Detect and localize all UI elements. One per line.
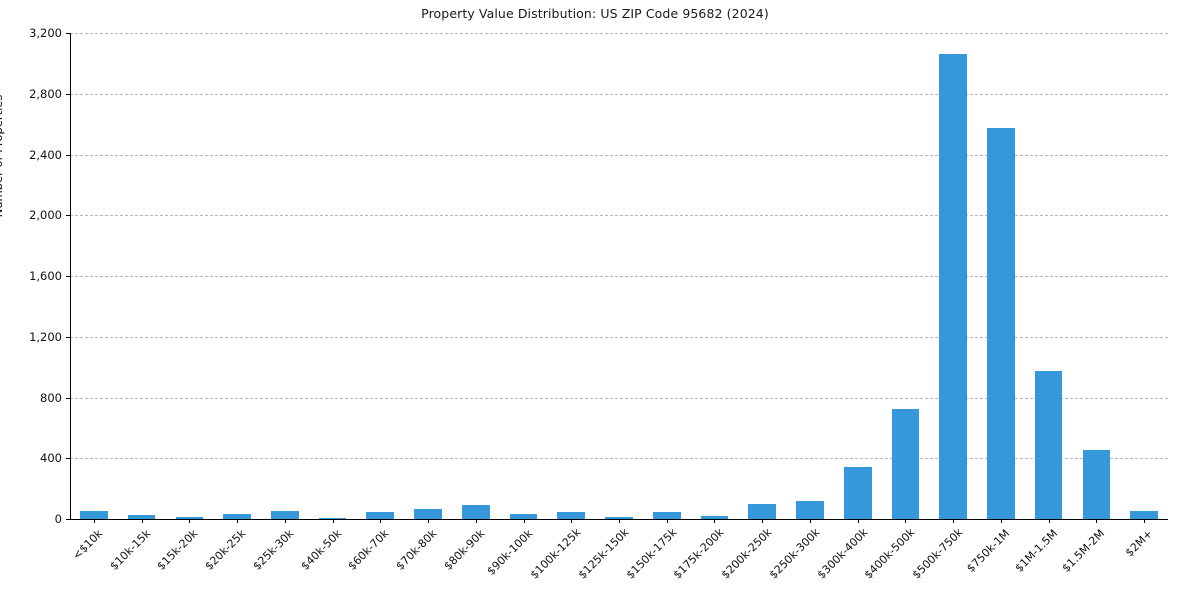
x-tick-label: $200k-250k [718, 525, 775, 582]
x-tick-label: $1M-1.5M [1012, 527, 1060, 575]
y-tick-mark [66, 519, 70, 520]
y-axis-line [70, 33, 71, 519]
x-tick-label: $750k-1M [964, 527, 1013, 575]
x-tick-mark [1000, 519, 1002, 523]
bar [80, 510, 108, 519]
bar [318, 517, 347, 519]
y-tick-label: 800 [40, 390, 62, 405]
bar [1082, 449, 1111, 519]
bar [127, 515, 156, 519]
bar [843, 466, 872, 519]
y-tick-mark [66, 336, 70, 338]
x-tick-mark [714, 519, 716, 523]
y-tick-label: 2,000 [29, 208, 62, 223]
x-tick-mark [1048, 519, 1050, 523]
bar [987, 128, 1015, 519]
x-tick-label: $150k-175k [623, 525, 680, 582]
x-tick-label: $15k-20k [154, 527, 201, 573]
bar [939, 53, 968, 519]
y-tick-label: 2,400 [29, 147, 62, 162]
y-tick-label: 1,600 [29, 269, 62, 283]
x-tick-label: $400k-500k [862, 525, 918, 582]
bar [891, 409, 920, 519]
bar [700, 515, 729, 519]
x-tick-label: $125k-150k [575, 525, 632, 582]
bar [1130, 510, 1158, 519]
bar [652, 512, 681, 519]
bar [461, 505, 490, 519]
y-tick-label: 2,800 [29, 86, 62, 101]
x-tick-label: $90k-100k [484, 527, 535, 578]
x-tick-mark [953, 519, 955, 523]
y-tick-label: 3,200 [29, 26, 62, 40]
x-tick-mark [619, 519, 620, 523]
x-tick-label: $10k-15k [107, 527, 153, 573]
x-tick-mark [666, 519, 668, 523]
x-tick-label: $70k-80k [393, 527, 440, 573]
chart-title: Property Value Distribution: US ZIP Code… [421, 6, 769, 21]
x-tick-label: $175k-200k [671, 525, 727, 582]
bar [748, 503, 777, 519]
y-tick-mark [66, 458, 70, 460]
x-tick-label: $1.5M-2M [1059, 527, 1108, 575]
x-tick-mark [475, 519, 477, 523]
x-tick-mark [762, 519, 764, 523]
y-tick-mark [66, 33, 70, 34]
x-tick-label: $25k-30k [250, 527, 297, 573]
x-tick-label: $100k-125k [527, 525, 584, 582]
bar [1034, 371, 1063, 519]
x-tick-mark [189, 519, 191, 523]
bar [557, 512, 586, 519]
bar-series [70, 33, 1168, 519]
y-tick-mark [66, 397, 70, 399]
bar [175, 517, 204, 519]
x-tick-label: <$10k [69, 527, 106, 563]
bar [366, 512, 395, 519]
x-tick-mark [523, 519, 525, 523]
x-tick-label: $2M+ [1122, 527, 1156, 560]
x-tick-mark [380, 519, 382, 523]
bar [414, 508, 442, 519]
x-tick-mark [141, 519, 143, 523]
x-tick-mark [1096, 519, 1098, 523]
x-tick-label: $60k-70k [345, 527, 392, 573]
x-tick-mark [332, 519, 334, 523]
x-tick-label: $300k-400k [814, 525, 871, 582]
y-tick-mark [66, 93, 70, 95]
y-tick-label: 0 [54, 512, 62, 526]
x-tick-mark [93, 519, 95, 523]
x-tick-label: $250k-300k [766, 525, 823, 582]
x-tick-mark [905, 519, 907, 523]
x-tick-mark [857, 519, 859, 523]
y-tick-mark [66, 215, 70, 217]
y-tick-mark [66, 276, 70, 277]
x-tick-mark [1144, 519, 1146, 523]
x-tick-mark [284, 519, 286, 523]
x-tick-label: $500k-750k [909, 525, 966, 582]
x-tick-mark [809, 519, 811, 523]
y-tick-mark [66, 154, 70, 156]
bar [270, 510, 299, 519]
x-tick-label: $20k-25k [202, 527, 249, 573]
bar [223, 514, 251, 519]
bar [509, 514, 538, 519]
plot-area [70, 33, 1168, 519]
bar [605, 517, 633, 519]
x-tick-mark [428, 519, 430, 523]
x-tick-label: $80k-90k [441, 527, 487, 573]
x-tick-mark [571, 519, 573, 523]
bar [796, 500, 824, 519]
x-tick-label: $40k-50k [298, 527, 344, 573]
y-tick-label: 400 [40, 451, 62, 466]
x-tick-mark [237, 519, 239, 523]
y-tick-label: 1,200 [29, 329, 62, 344]
